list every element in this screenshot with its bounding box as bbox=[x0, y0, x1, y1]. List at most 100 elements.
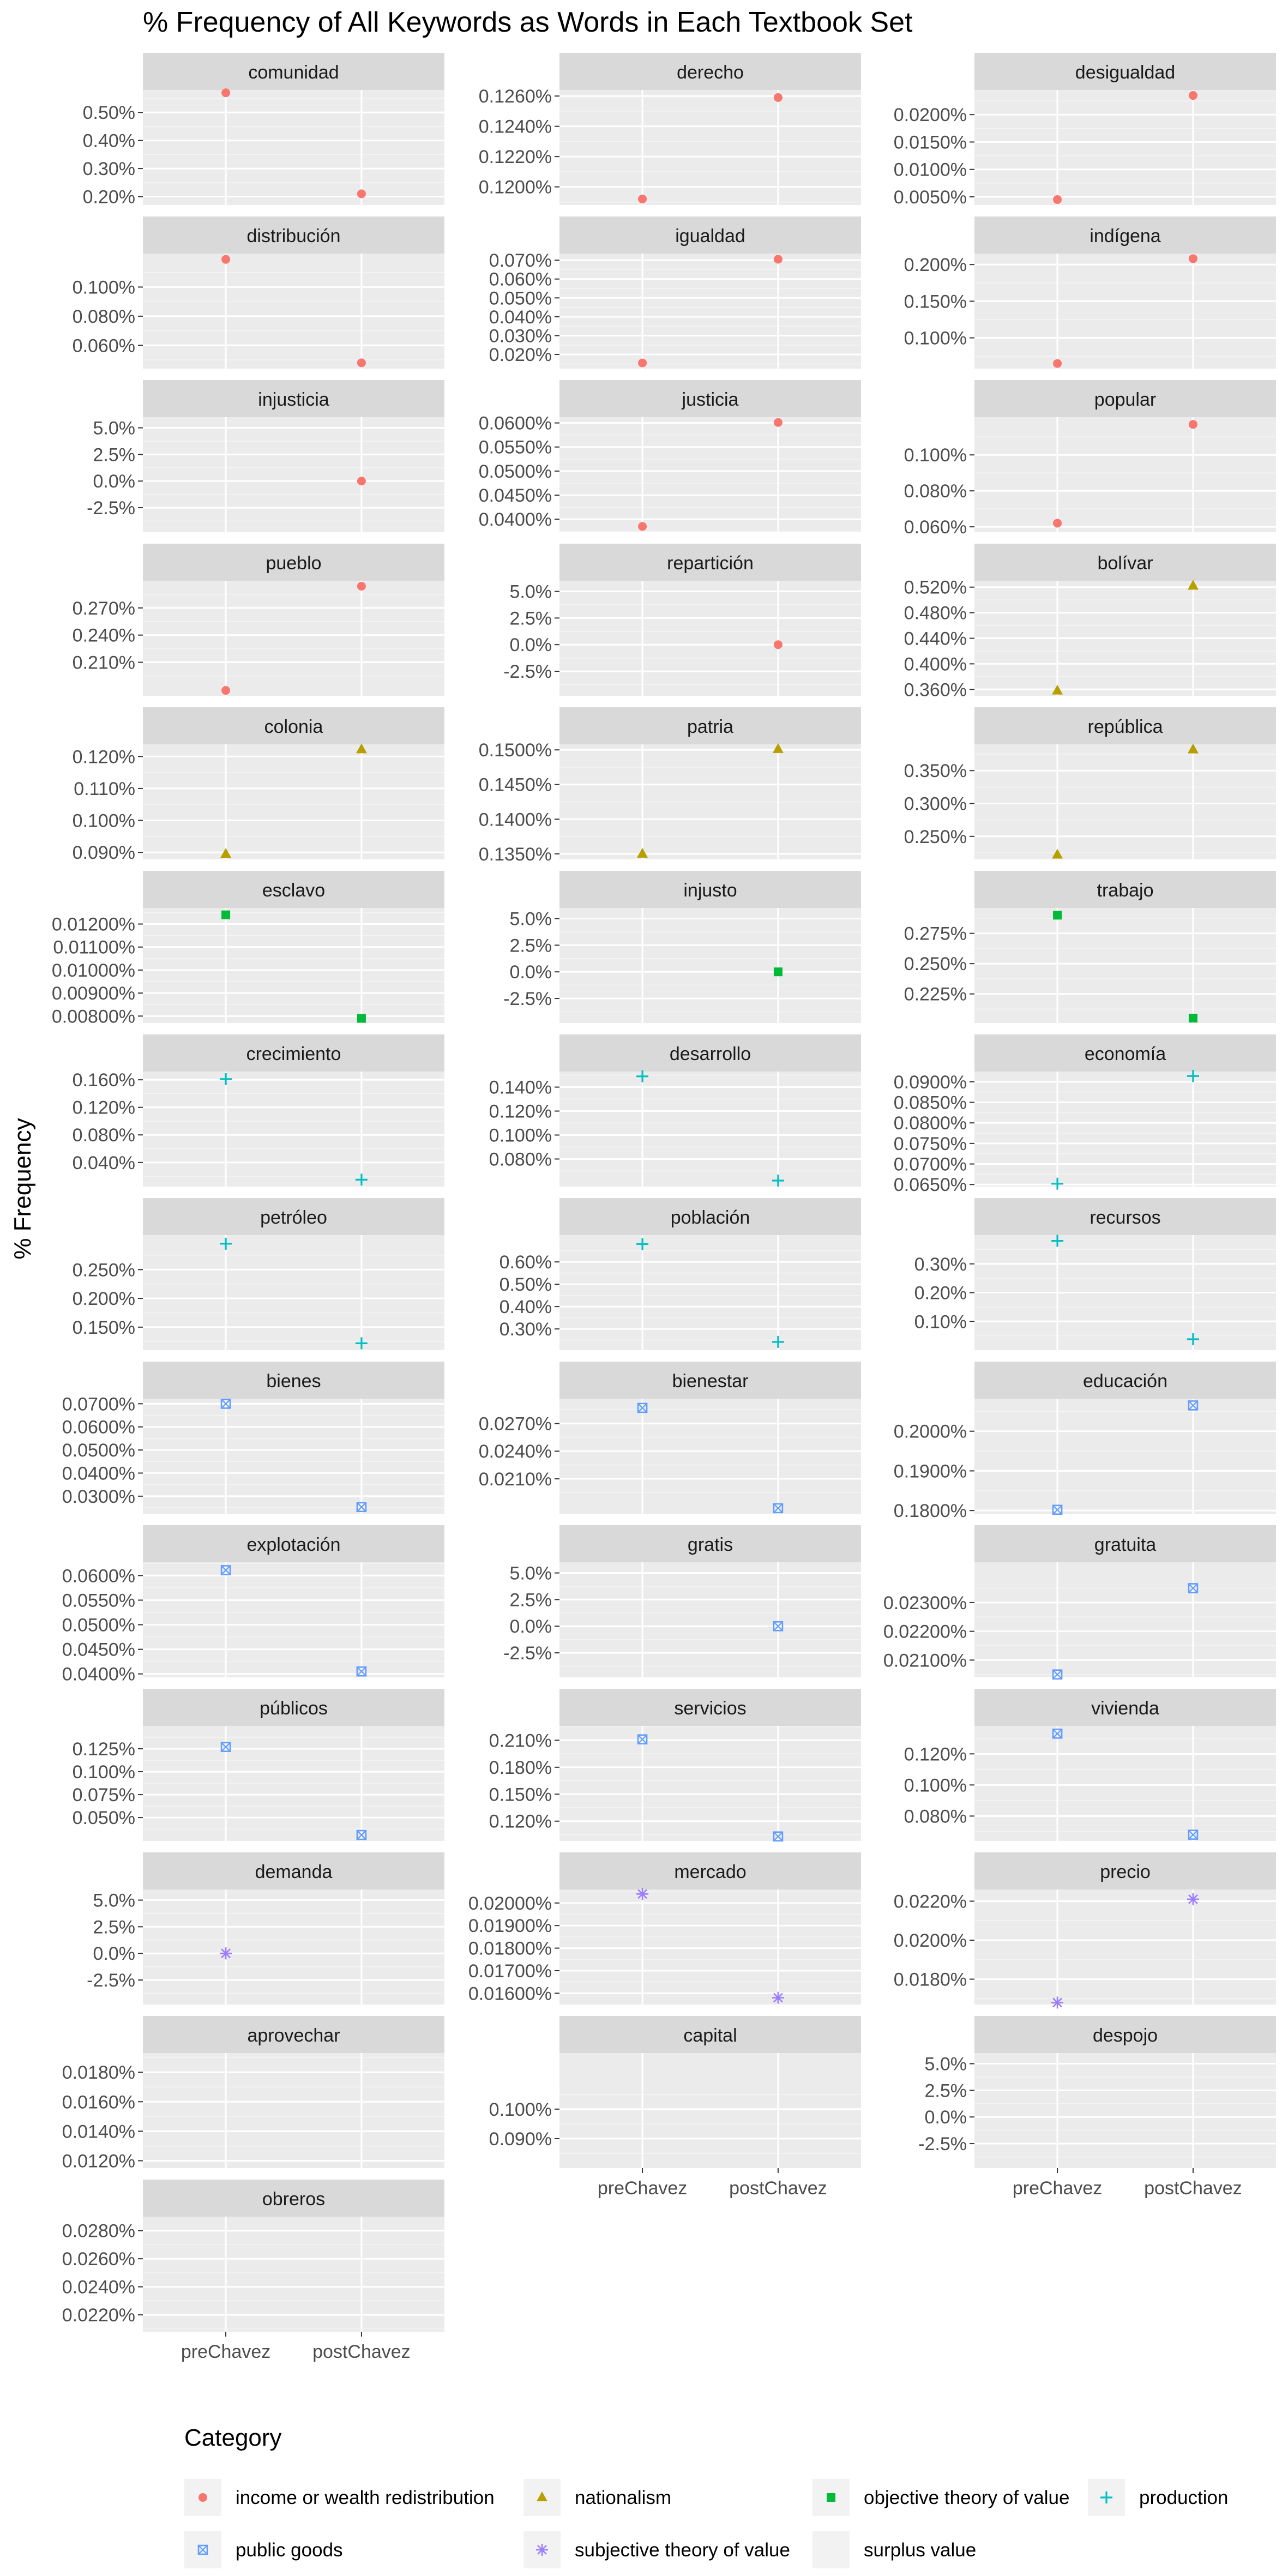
y-tick-label: 0.1800% bbox=[894, 1501, 967, 1521]
plot-area-trabajo bbox=[974, 908, 1276, 1023]
strip-pueblo bbox=[143, 544, 444, 581]
point-desarrollo-postchavez bbox=[772, 1175, 784, 1187]
legend-label-income-or-wealth-redistribution: income or wealth redistribution bbox=[236, 2487, 495, 2508]
y-tick-label: 0.360% bbox=[904, 679, 967, 700]
plot-area-pueblo bbox=[143, 581, 444, 696]
plot-area-gratis bbox=[559, 1562, 861, 1677]
point-pueblo-prechavez bbox=[221, 686, 231, 695]
point-bienes-postchavez bbox=[356, 1502, 367, 1513]
y-tick-label: 0.02300% bbox=[883, 1593, 967, 1614]
y-tick-label: 0.0160% bbox=[62, 2092, 135, 2112]
point-derecho-prechavez bbox=[638, 194, 647, 203]
panel-gratuita: gratuita 0.02100% 0.02200% 0.02300% bbox=[883, 1525, 1276, 1680]
y-tick-label: 0.0% bbox=[510, 1616, 552, 1637]
panel-reparticion: repartición -2.5% 0.0% 2.5% 5.0% bbox=[503, 544, 861, 696]
y-tick-label: 0.0650% bbox=[894, 1175, 967, 1195]
y-tick-label: 0.080% bbox=[489, 1149, 552, 1170]
strip-desigualdad bbox=[974, 53, 1276, 90]
point-igualdad-prechavez bbox=[638, 358, 647, 368]
strip-label-bienestar: bienestar bbox=[672, 1371, 749, 1392]
point-trabajo-postchavez bbox=[1188, 1014, 1197, 1023]
strip-servicios bbox=[559, 1689, 861, 1726]
y-tick-label: 0.10% bbox=[914, 1311, 967, 1332]
y-tick-label: 2.5% bbox=[510, 608, 552, 629]
point-popular-prechavez bbox=[1053, 519, 1062, 528]
y-tick-label: 0.140% bbox=[489, 1078, 552, 1098]
y-tick-label: 0.350% bbox=[904, 761, 967, 781]
legend-marker-public-goods bbox=[197, 2544, 208, 2555]
y-tick-label: 0.240% bbox=[73, 625, 135, 646]
point-poblacion-postchavez bbox=[772, 1335, 784, 1348]
y-tick-label: 0.440% bbox=[904, 629, 967, 649]
y-tick-label: 0.0600% bbox=[479, 413, 552, 434]
strip-despojo bbox=[974, 2016, 1276, 2053]
strip-label-distribucion: distribución bbox=[247, 226, 341, 246]
y-tick-label: 0.120% bbox=[489, 1811, 552, 1832]
point-bienes-prechavez bbox=[220, 1399, 231, 1409]
strip-esclavo bbox=[143, 871, 444, 908]
y-tick-label: 0.0600% bbox=[62, 1566, 135, 1586]
y-tick-label: 0.0900% bbox=[894, 1072, 967, 1093]
y-tick-label: 0.0% bbox=[93, 471, 136, 492]
plot-area-esclavo bbox=[143, 908, 444, 1023]
y-tick-label: 5.0% bbox=[510, 909, 552, 930]
plot-area-distribucion bbox=[143, 254, 444, 369]
strip-label-precio: precio bbox=[1100, 1862, 1151, 1882]
y-tick-label: 0.040% bbox=[489, 307, 552, 328]
point-demanda-prechavez bbox=[220, 1947, 232, 1960]
plot-area-gratuita bbox=[974, 1562, 1276, 1677]
y-tick-label: -2.5% bbox=[918, 2134, 967, 2154]
panel-popular: popular 0.060% 0.080% 0.100% bbox=[904, 380, 1276, 538]
strip-recursos bbox=[974, 1198, 1276, 1235]
y-tick-label: 0.30% bbox=[83, 159, 135, 179]
y-tick-label: 0.0600% bbox=[62, 1417, 135, 1438]
y-tick-label: 0.00800% bbox=[52, 1006, 135, 1027]
point-poblacion-prechavez bbox=[636, 1238, 649, 1250]
y-tick-label: 0.150% bbox=[904, 291, 967, 312]
plot-area-desarrollo bbox=[559, 1072, 861, 1187]
legend-marker-subjective-theory-of-value bbox=[536, 2544, 548, 2556]
y-tick-label: 0.50% bbox=[499, 1274, 552, 1295]
y-tick-label: -2.5% bbox=[503, 661, 552, 682]
plot-area-despojo bbox=[974, 2053, 1276, 2168]
point-mercado-postchavez bbox=[772, 1991, 784, 2004]
strip-label-desarrollo: desarrollo bbox=[670, 1044, 751, 1064]
y-tick-label: 0.0850% bbox=[894, 1093, 967, 1114]
y-tick-label: 0.125% bbox=[73, 1739, 135, 1760]
point-patria-prechavez bbox=[637, 847, 648, 858]
panel-capital: capital 0.090% 0.100% preChavez postChavez bbox=[489, 2016, 861, 2199]
y-tick-label: 0.1260% bbox=[479, 86, 552, 107]
strip-label-igualdad: igualdad bbox=[675, 226, 745, 246]
strip-precio bbox=[974, 1852, 1276, 1889]
point-desigualdad-prechavez bbox=[1053, 195, 1062, 204]
panel-bolivar: bolívar 0.360% 0.400% 0.440% 0.480% 0.520% bbox=[904, 544, 1276, 700]
panel-injusto: injusto -2.5% 0.0% 2.5% 5.0% bbox=[503, 871, 861, 1023]
point-justicia-prechavez bbox=[638, 522, 647, 531]
plot-area-aprovechar bbox=[143, 2053, 444, 2168]
point-desigualdad-postchavez bbox=[1188, 91, 1197, 100]
strip-label-petroleo: petróleo bbox=[260, 1207, 327, 1228]
panel-indigena: indígena 0.100% 0.150% 0.200% bbox=[904, 216, 1276, 369]
panel-desarrollo: desarrollo 0.080% 0.100% 0.120% 0.140% bbox=[489, 1034, 861, 1187]
strip-bienes bbox=[143, 1362, 444, 1399]
plot-area-derecho bbox=[559, 90, 861, 205]
panel-comunidad: comunidad 0.20% 0.30% 0.40% 0.50% bbox=[83, 53, 444, 208]
strip-label-educacion: educación bbox=[1083, 1371, 1167, 1392]
y-tick-label: 0.210% bbox=[73, 653, 135, 673]
y-tick-label: 0.150% bbox=[489, 1784, 552, 1805]
point-colonia-prechavez bbox=[220, 848, 232, 858]
panel-obreros: obreros 0.0220% 0.0240% 0.0260% 0.0280% preCh… bbox=[62, 2180, 444, 2362]
strip-indigena bbox=[974, 216, 1276, 254]
legend: Category income or wealth redistribution… bbox=[184, 2424, 1228, 2568]
y-tick-label: 0.0240% bbox=[479, 1441, 552, 1462]
strip-label-poblacion: población bbox=[671, 1207, 750, 1228]
legend-label-surplus-value: surplus value bbox=[864, 2539, 976, 2561]
y-tick-label: 0.1200% bbox=[479, 177, 552, 198]
y-tick-label: 0.0750% bbox=[894, 1134, 967, 1154]
y-tick-label: 0.040% bbox=[73, 1153, 135, 1173]
y-tick-label: 0.300% bbox=[904, 794, 967, 815]
strip-distribucion bbox=[143, 216, 444, 254]
plot-area-educacion bbox=[974, 1399, 1276, 1514]
y-tick-label: 0.1900% bbox=[894, 1461, 967, 1482]
panel-esclavo: esclavo 0.00800%0.00900%0.01000%0.01100%0… bbox=[52, 871, 444, 1027]
